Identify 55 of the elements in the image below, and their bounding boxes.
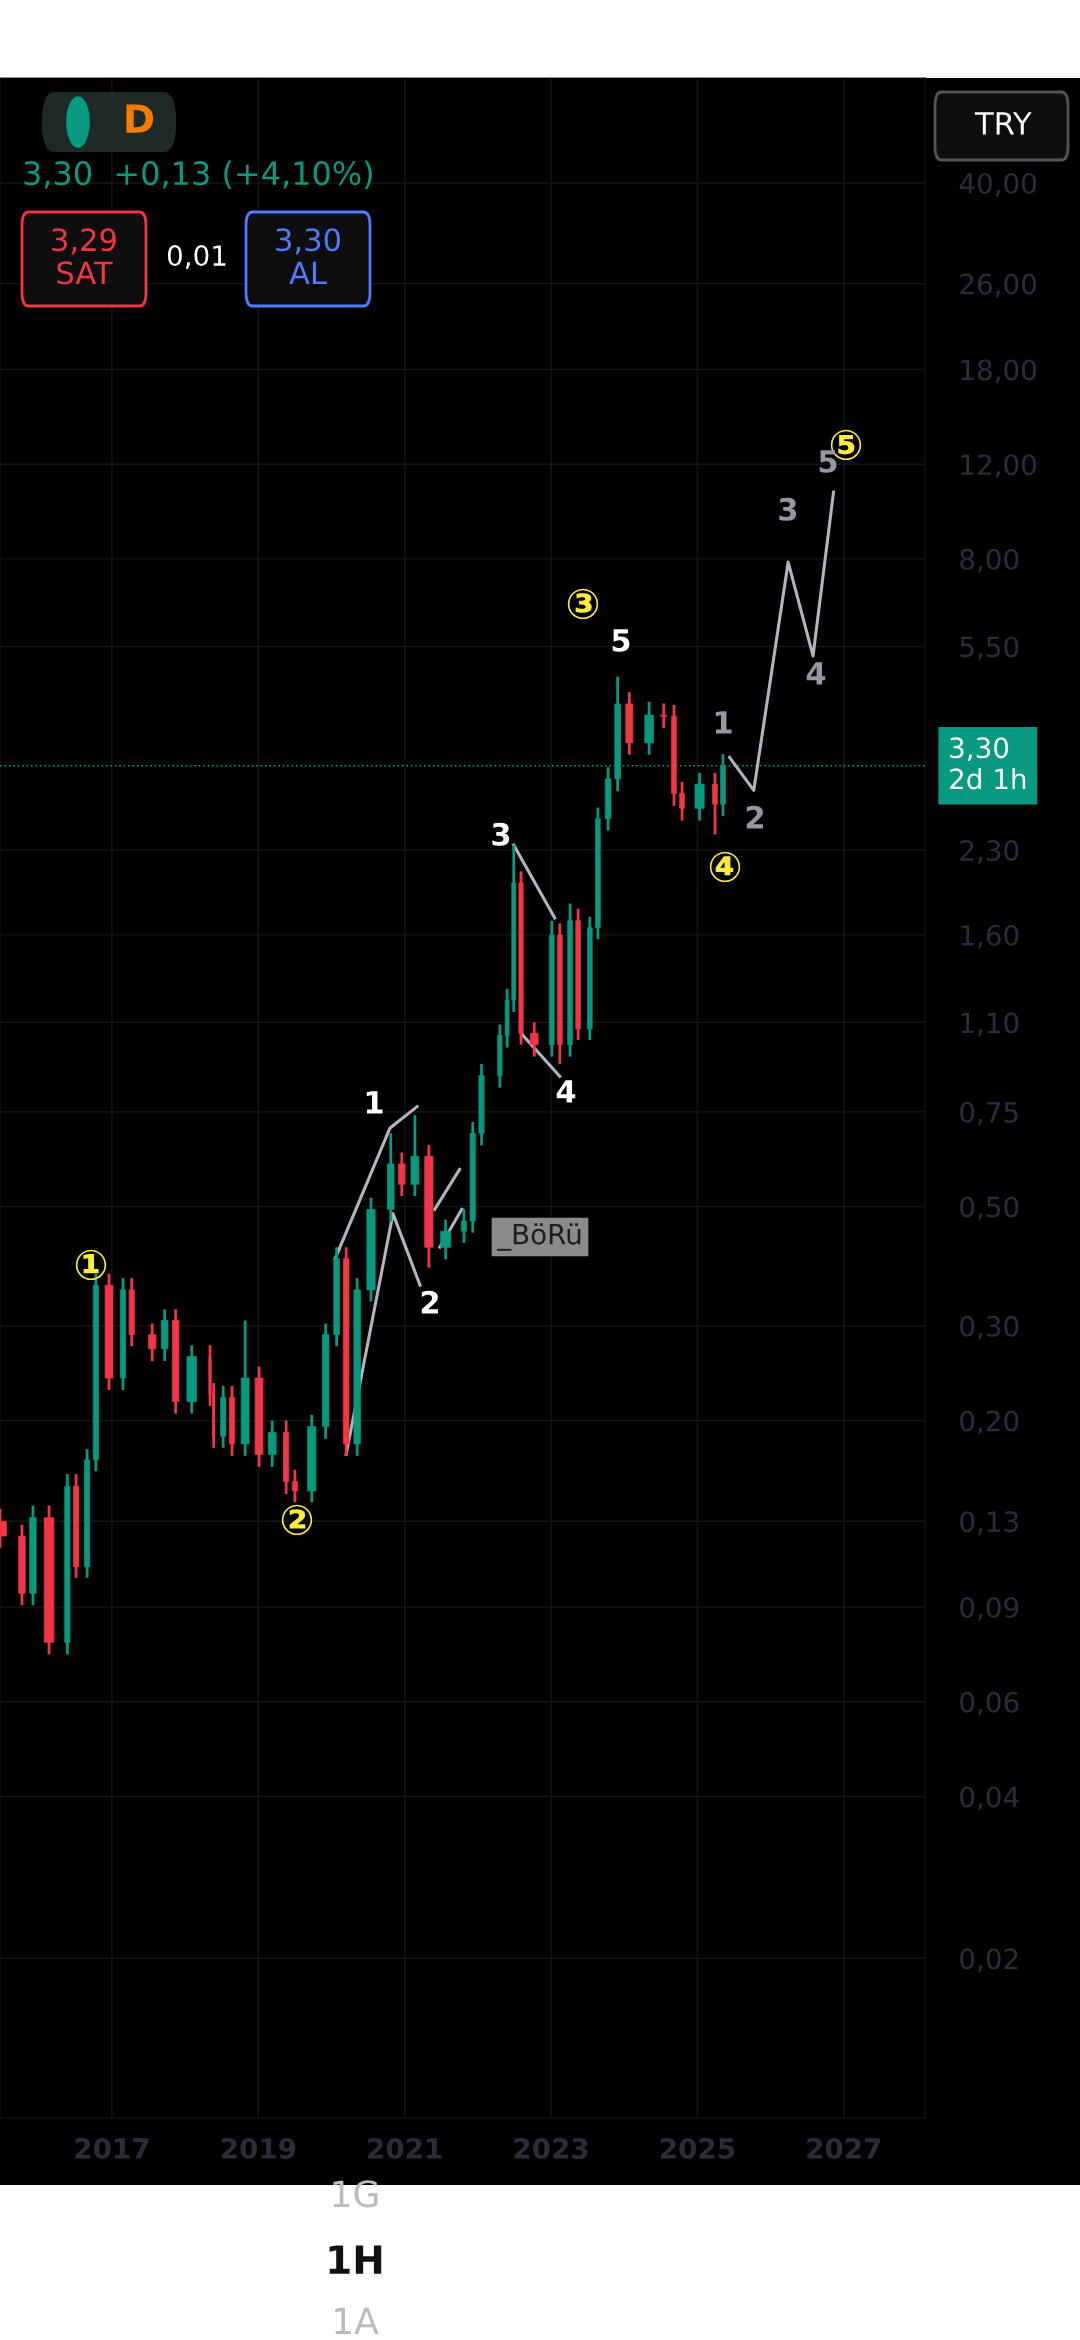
y-tick-label: 1,10 (961, 1012, 1019, 1037)
annotation: ④ (709, 851, 741, 883)
y-tick-label: 0,30 (960, 1315, 1019, 1340)
annotation: 3,30 +0,13 (+4,10%) (24, 160, 372, 190)
candlestick (460, 1207, 467, 1245)
x-tick-label: 2021 (368, 2137, 442, 2159)
y-tick-label: 0,75 (960, 1101, 1018, 1126)
annotation: 3,29 SAT (52, 228, 116, 285)
annotation: 2 (746, 805, 763, 829)
y-tick-label: 0,20 (960, 1410, 1019, 1435)
y-tick-label: 12,00 (961, 454, 1037, 478)
x-tick-label: 2025 (660, 2137, 735, 2159)
ref-line-label: 3,30 2d 1h (950, 737, 1026, 790)
y-tick-label: 0,09 (960, 1597, 1019, 1621)
candlestick (712, 771, 718, 836)
annotation: 3,30 AL (276, 228, 340, 284)
annotation: 2 (421, 1290, 438, 1314)
text: 1H (329, 2245, 382, 2274)
annotation: _BöRü (496, 1223, 581, 1251)
annotation: 4 (556, 1080, 576, 1103)
annotation: 1 (715, 711, 732, 734)
annotation: 1 (366, 1091, 383, 1114)
x-tick-label: 2019 (221, 2137, 296, 2159)
annotation: 5 (612, 629, 630, 652)
text: 1G (333, 2180, 378, 2208)
y-tick-label: 18,00 (961, 359, 1037, 384)
text: TRY (974, 112, 1032, 135)
annotation: 4 (806, 662, 826, 685)
y-tick-label: 5,50 (960, 636, 1019, 661)
y-tick-label: 8,00 (960, 548, 1019, 573)
candlestick (660, 702, 668, 730)
y-tick-label: 0,02 (960, 1948, 1018, 1973)
annotation: 0,01 (167, 245, 226, 269)
annotation: 3 (779, 497, 797, 521)
annotation: ③ (567, 588, 599, 620)
text: 1A (335, 2307, 379, 2334)
y-tick-label: 0,50 (960, 1196, 1019, 1221)
y-tick-label: 1,60 (961, 924, 1019, 949)
candlestick (291, 1468, 298, 1504)
y-tick-label: 40,00 (959, 172, 1037, 197)
y-tick-label: 0,04 (960, 1786, 1019, 1811)
annotation: ① (75, 1249, 107, 1281)
annotation: D (126, 104, 154, 133)
candlestick (398, 1151, 406, 1198)
y-tick-label: 2,30 (960, 840, 1019, 864)
candlestick (679, 780, 685, 822)
annotation: ② (281, 1504, 313, 1536)
x-tick-label: 2027 (807, 2137, 881, 2159)
annotation: 3 (492, 822, 510, 846)
y-tick-label: 26,00 (960, 273, 1037, 298)
x-tick-label: 2023 (514, 2137, 588, 2159)
y-tick-label: 0,06 (960, 1691, 1019, 1716)
x-tick-label: 2017 (75, 2137, 149, 2159)
y-tick-label: 0,13 (960, 1511, 1018, 1535)
candlestick (148, 1322, 157, 1363)
